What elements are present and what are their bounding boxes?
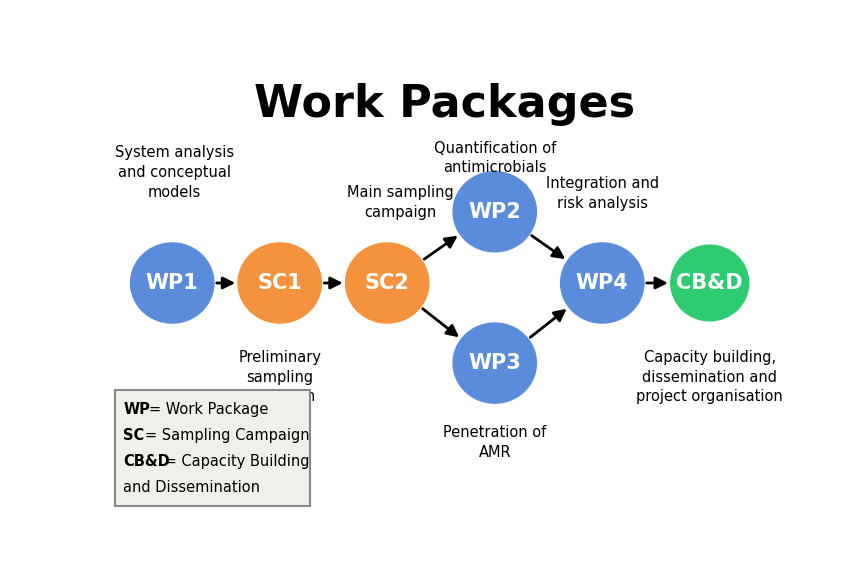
Ellipse shape [346,243,429,323]
Text: SC1: SC1 [257,273,302,293]
Text: = Sampling Campaign: = Sampling Campaign [146,428,310,443]
Ellipse shape [238,243,322,323]
Text: and Dissemination: and Dissemination [123,480,260,495]
Text: WP2: WP2 [468,202,521,222]
Ellipse shape [453,323,537,403]
Text: = Capacity Building: = Capacity Building [160,454,310,469]
Ellipse shape [131,243,214,323]
Text: WP: WP [123,402,150,417]
Text: CB&D: CB&D [676,273,743,293]
Text: Main sampling
campaign: Main sampling campaign [347,185,453,220]
Ellipse shape [671,245,749,321]
Ellipse shape [453,172,537,252]
Ellipse shape [561,243,644,323]
Text: Integration and
risk analysis: Integration and risk analysis [545,176,659,211]
Text: System analysis
and conceptual
models: System analysis and conceptual models [115,145,234,199]
Text: Work Packages: Work Packages [254,83,635,125]
Text: Penetration of
AMR: Penetration of AMR [443,425,546,460]
Text: WP4: WP4 [576,273,629,293]
Text: Capacity building,
dissemination and
project organisation: Capacity building, dissemination and pro… [636,350,783,405]
FancyBboxPatch shape [115,390,310,506]
Text: CB&D: CB&D [123,454,170,469]
Text: = Work Package: = Work Package [149,402,268,417]
Text: WP3: WP3 [468,353,521,373]
Text: Preliminary
sampling
campaign: Preliminary sampling campaign [238,350,321,405]
Text: SC2: SC2 [365,273,409,293]
Text: WP1: WP1 [146,273,199,293]
Text: Quantification of
antimicrobials: Quantification of antimicrobials [434,140,556,175]
Text: SC: SC [123,428,145,443]
